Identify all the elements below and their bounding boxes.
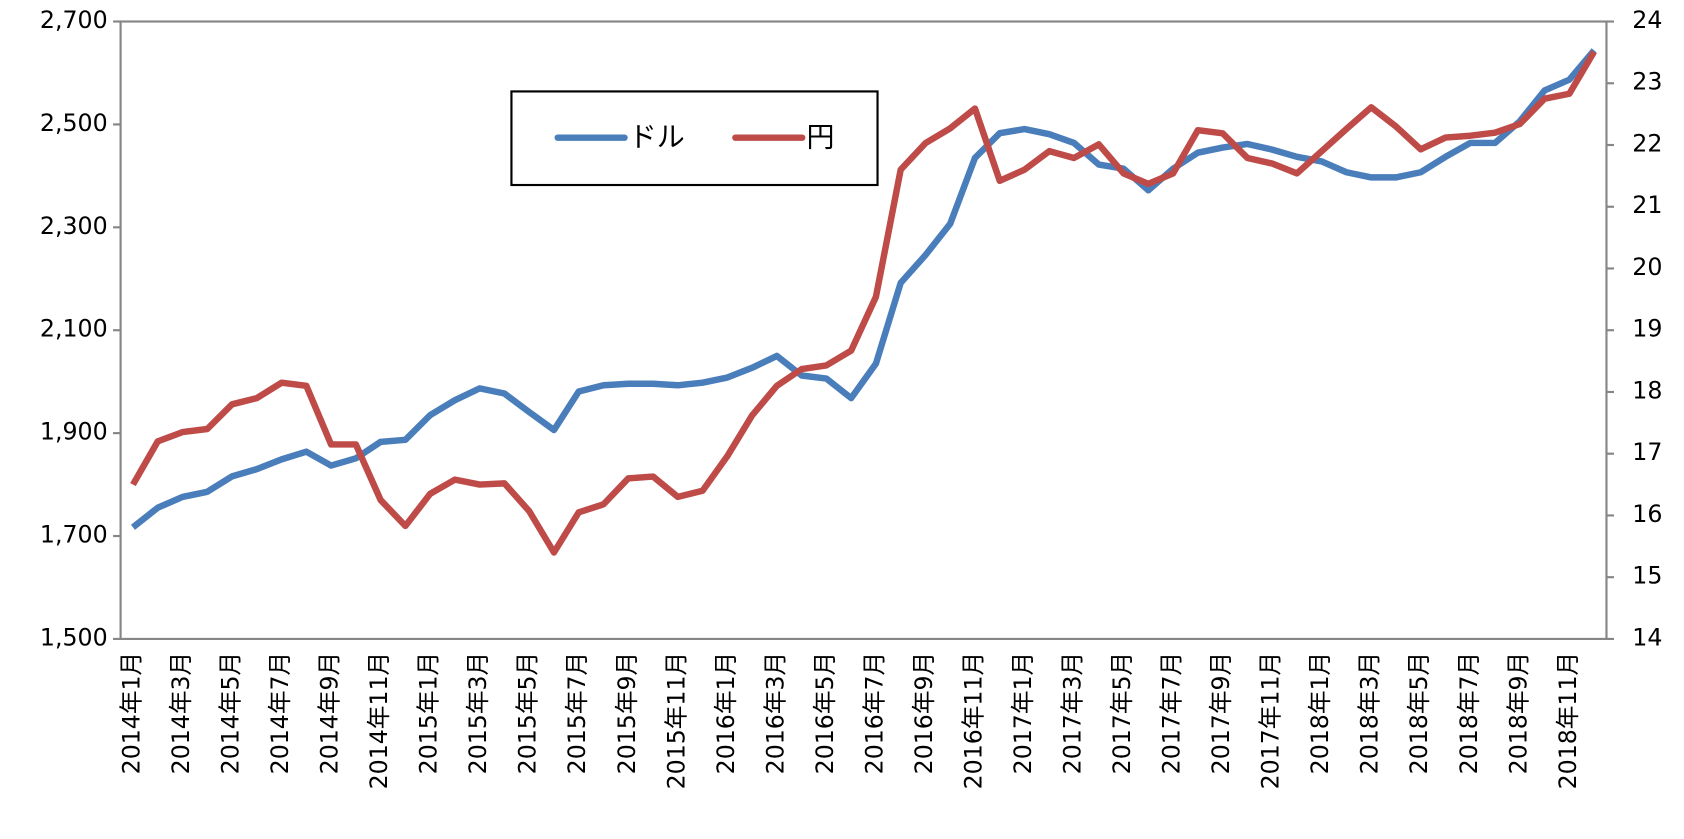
x-tick-label: 2016年3月 [761,652,789,775]
x-tick-label: 2014年3月 [167,652,195,775]
y2-tick-label: 18 [1632,376,1662,404]
y-tick-label: 1,900 [40,418,108,446]
y-tick-label: 2,100 [40,315,108,343]
y2-tick-label: 16 [1632,500,1662,528]
x-tick-label: 2018年11月 [1554,652,1582,790]
y-tick-label: 1,700 [40,521,108,549]
x-tick-label: 2017年11月 [1257,652,1285,790]
y-tick-label: 2,700 [40,6,108,34]
y-tick-label: 2,300 [40,212,108,240]
x-tick-label: 2016年1月 [712,652,740,775]
y2-tick-label: 23 [1632,68,1662,96]
x-tick-label: 2018年1月 [1306,652,1334,775]
y2-tick-label: 20 [1632,253,1662,281]
x-tick-label: 2017年3月 [1059,652,1087,775]
x-tick-label: 2016年9月 [910,652,938,775]
y-tick-label: 1,500 [40,623,108,651]
x-tick-label: 2014年7月 [266,652,294,775]
x-tick-label: 2016年11月 [959,652,987,790]
x-tick-label: 2015年11月 [662,652,690,790]
legend-label: 円 [806,121,834,154]
x-tick-label: 2015年9月 [613,652,641,775]
x-tick-label: 2017年5月 [1108,652,1136,775]
y2-tick-label: 19 [1632,315,1662,343]
y2-tick-label: 21 [1632,191,1662,219]
x-tick-label: 2017年7月 [1158,652,1186,775]
legend-label: ドル [629,121,685,154]
x-tick-label: 2017年1月 [1009,652,1037,775]
x-tick-label: 2015年1月 [415,652,443,775]
x-tick-label: 2015年3月 [464,652,492,775]
line-series [130,50,1597,556]
x-tick-label: 2014年5月 [217,652,245,775]
y2-tick-label: 17 [1632,438,1662,466]
x-tick-label: 2017年9月 [1207,652,1235,775]
x-tick-label: 2018年9月 [1504,652,1532,775]
x-tick-label: 2016年7月 [860,652,888,775]
x-tick-label: 2015年7月 [563,652,591,775]
x-tick-label: 2018年7月 [1455,652,1483,775]
x-tick-label: 2014年11月 [365,652,393,790]
x-tick-label: 2018年3月 [1356,652,1384,775]
y-tick-label: 2,500 [40,109,108,137]
line-series [130,48,1597,530]
y2-tick-label: 14 [1632,623,1662,651]
x-tick-label: 2018年5月 [1405,652,1433,775]
x-tick-label: 2014年9月 [316,652,344,775]
y2-tick-label: 15 [1632,562,1662,590]
x-tick-label: 2016年5月 [811,652,839,775]
y2-tick-label: 24 [1632,6,1662,34]
x-tick-label: 2014年1月 [117,652,145,775]
y2-tick-label: 22 [1632,130,1662,158]
x-tick-label: 2015年5月 [514,652,542,775]
